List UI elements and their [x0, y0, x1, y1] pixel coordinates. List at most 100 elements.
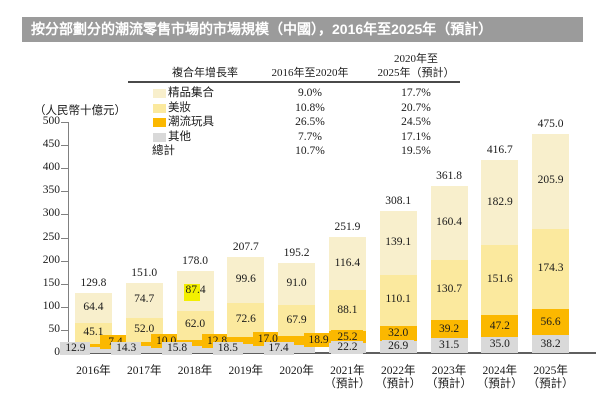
bar-segment-潮流玩具: [74, 343, 112, 348]
bar-segment-其他: [278, 344, 316, 353]
bar-total-label: 178.0: [182, 254, 208, 267]
value-box-toys: 32.0: [382, 326, 415, 341]
segment-label-beauty: 52.0: [134, 322, 155, 335]
segment-label-boutique: 116.4: [334, 256, 361, 269]
legend-header-rule: [128, 81, 460, 83]
bar-segment-精品集合: [125, 283, 163, 318]
legend-swatch-others-icon: [153, 133, 166, 142]
bar-segment-精品集合: [430, 185, 468, 260]
legend-label: 潮流玩具: [168, 116, 214, 128]
segment-label-beauty: 174.3: [537, 261, 564, 274]
bar-total-label: 151.0: [131, 267, 158, 280]
y-axis-tick-label: 250: [42, 230, 60, 243]
segment-label-beauty: 72.6: [235, 312, 256, 325]
bar-segment-精品集合: [278, 262, 316, 305]
y-axis-tick-label: 300: [42, 207, 60, 220]
x-axis-label: 2024年: [482, 365, 518, 377]
value-box-toys: 39.2: [433, 322, 465, 337]
legend-header-2020-2025-line1: 2020年至: [394, 53, 438, 65]
bar-segment-潮流玩具: [176, 339, 214, 346]
segment-label-beauty: 110.1: [385, 293, 411, 306]
x-axis-label: 2017年: [126, 365, 162, 377]
legend-cagr-2016-2020: 10.7%: [295, 145, 325, 157]
bar-segment-潮流玩具: [278, 336, 316, 345]
bar-segment-精品集合: [379, 210, 417, 275]
segment-label-boutique: 91.0: [286, 276, 307, 289]
x-axis-label: 2020年: [279, 365, 314, 377]
y-axis-tick: [61, 260, 68, 262]
bar-segment-其他: [176, 345, 214, 353]
segment-label-boutique: 205.9: [537, 174, 564, 187]
legend-cagr-2020-2025: 24.5%: [401, 116, 431, 128]
bar-total-label: 207.7: [232, 241, 259, 254]
segment-label-beauty: 45.1: [83, 326, 104, 339]
legend-cagr-2016-2020: 26.5%: [295, 116, 325, 128]
legend-cagr-2020-2025: 19.5%: [401, 145, 431, 157]
legend-row-boutique: 精品集合 9.0% 17.7%: [128, 86, 460, 101]
y-axis-tick-label: 200: [42, 253, 60, 266]
bar-segment-精品集合: [227, 257, 265, 304]
value-box-others: 12.9: [60, 342, 91, 355]
value-box-toys: 18.9: [303, 332, 334, 347]
x-axis-label-line2: （預計）: [476, 378, 523, 390]
bar-segment-美妝: [379, 274, 417, 326]
x-axis-label: 2018年: [177, 365, 213, 377]
y-axis-unit-label: （人民幣十億元）: [34, 105, 126, 117]
legend-swatch-toys-icon: [153, 118, 166, 127]
segment-label-boutique: 182.9: [486, 195, 513, 208]
bar-segment-其他: [125, 346, 163, 353]
segment-label-beauty: 151.6: [486, 273, 513, 285]
segment-label-boutique: 64.4: [83, 300, 104, 313]
segment-label-boutique: 139.1: [385, 235, 412, 248]
x-axis-label-line2: （預計）: [527, 378, 574, 390]
segment-label-beauty: 88.1: [337, 303, 358, 316]
y-axis-tick-label: 400: [42, 161, 60, 174]
legend-cagr-2020-2025: 17.1%: [401, 131, 431, 143]
bar-segment-美妝: [430, 259, 468, 321]
bar-segment-精品集合: [328, 236, 366, 291]
bar-segment-其他: [74, 347, 112, 353]
segment-label-boutique: 160.4: [436, 215, 462, 228]
segment-label-beauty: 67.9: [286, 313, 307, 326]
y-axis-tick: [61, 214, 68, 216]
y-axis-tick-label: 450: [42, 138, 60, 151]
value-box-toys: 25.2: [331, 329, 364, 344]
legend-row-toys: 潮流玩具 26.5% 24.5%: [128, 115, 460, 130]
y-axis-tick: [61, 283, 68, 285]
y-axis-tick: [61, 145, 68, 147]
value-box-toys: 56.6: [534, 315, 567, 330]
bar-segment-美妝: [227, 303, 265, 337]
y-axis-tick-label: 350: [42, 184, 60, 197]
y-axis-tick: [61, 122, 68, 123]
value-box-others: 14.3: [111, 342, 142, 355]
bar-total-label: 361.8: [436, 169, 462, 182]
segment-label-boutique: 99.6: [235, 273, 256, 286]
bar-segment-美妝: [328, 290, 366, 332]
legend-label: 精品集合: [168, 87, 214, 99]
x-axis-label-line2: （預計）: [324, 378, 371, 390]
y-axis-tick-label: 50: [48, 322, 61, 335]
legend-cagr-2016-2020: 9.0%: [298, 87, 322, 99]
legend-cagr-2016-2020: 7.7%: [298, 131, 322, 143]
value-box-others: 22.2: [331, 341, 364, 355]
value-box-toys: 47.2: [483, 318, 516, 333]
bar-segment-其他: [227, 344, 265, 353]
y-axis-tick-label: 150: [42, 276, 60, 289]
y-axis-tick-label: 500: [42, 115, 60, 127]
y-axis-tick: [61, 237, 68, 239]
value-box-others: 18.5: [212, 342, 243, 355]
bar-total-label: 475.0: [537, 117, 564, 130]
value-box-others: 31.5: [433, 339, 465, 353]
bar-segment-精品集合: [481, 160, 519, 245]
legend-cagr-2016-2020: 10.8%: [295, 102, 325, 114]
y-axis-tick: [61, 329, 68, 331]
legend-swatch-beauty-icon: [153, 104, 166, 113]
y-axis-tick: [61, 191, 68, 193]
bar-segment-精品集合: [532, 133, 570, 229]
legend-header-2016-2020: 2016年至2020年: [271, 67, 349, 79]
legend-label: 總計: [152, 145, 175, 157]
segment-label-beauty: 62.0: [184, 318, 206, 331]
bar-segment-美妝: [278, 304, 316, 337]
value-box-others: 26.9: [382, 340, 415, 354]
